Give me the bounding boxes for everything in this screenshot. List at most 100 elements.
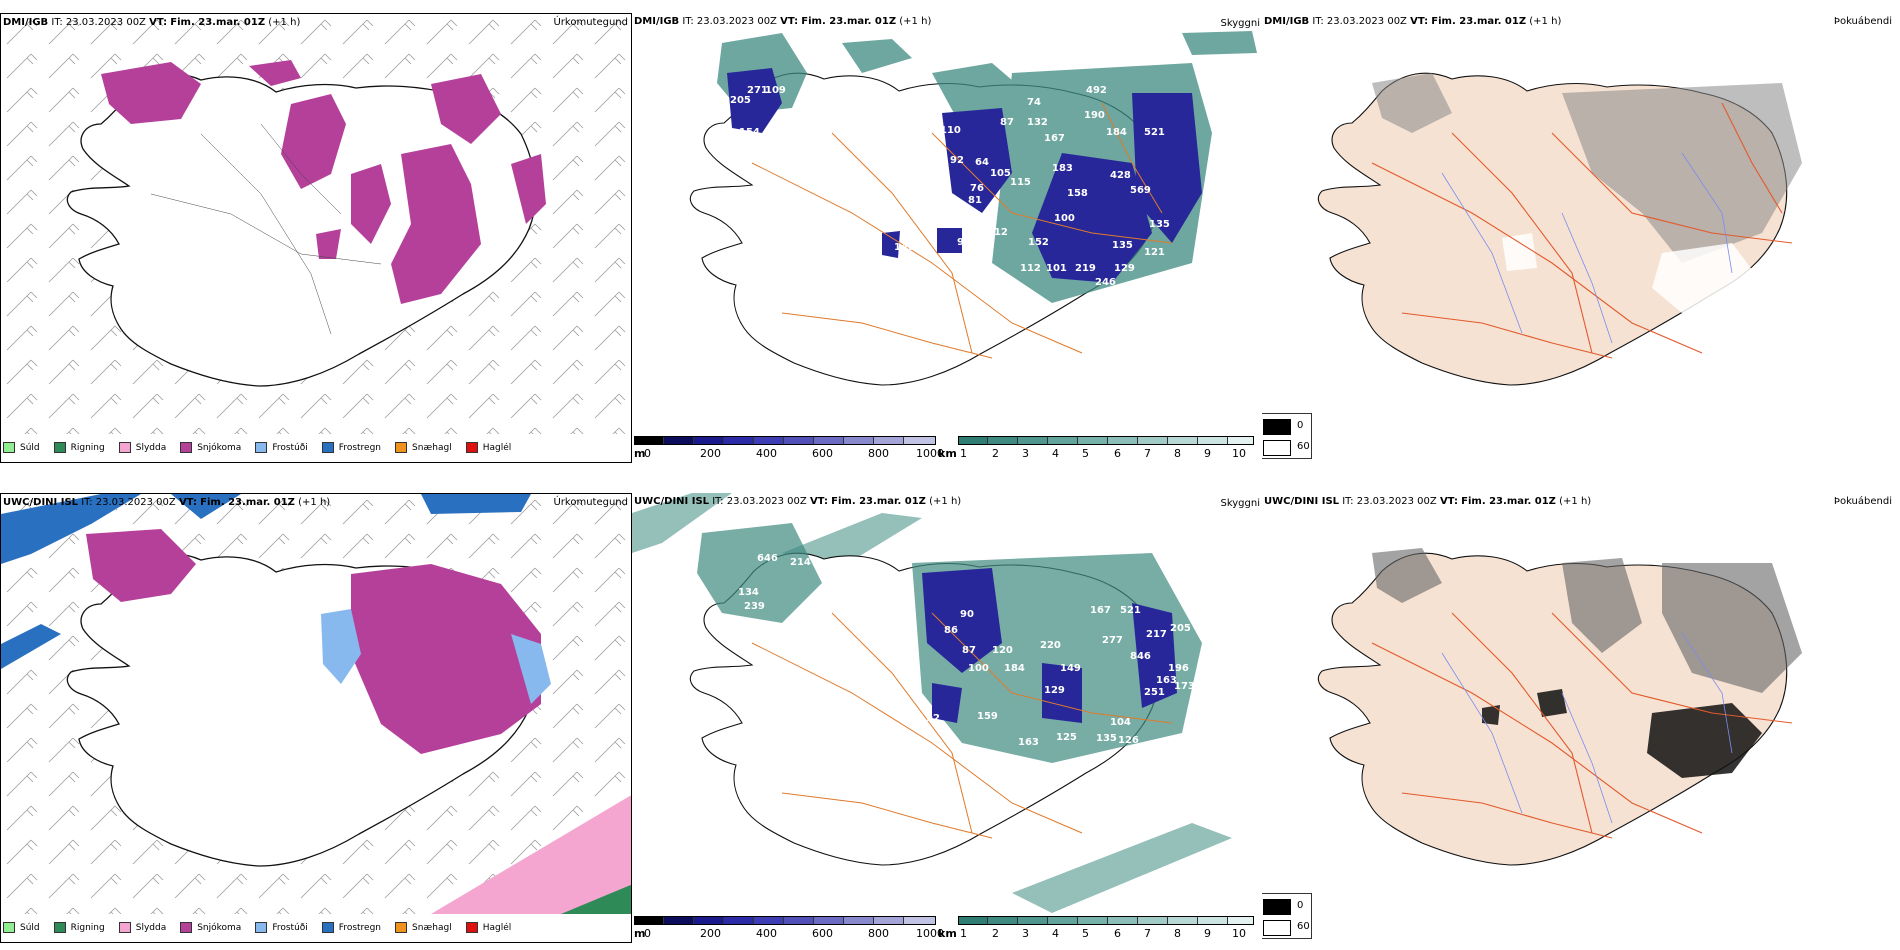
legend-swatch <box>3 922 15 933</box>
cloud-label: 846 <box>1130 651 1151 662</box>
cloud-label: 646 <box>757 553 778 564</box>
tick: 2 <box>992 927 999 940</box>
fog-legend-top: 0 60 <box>1262 413 1312 459</box>
legend-swatch <box>118 442 131 453</box>
legend-item: Snjókoma <box>180 442 241 453</box>
colorbar-seg <box>1108 916 1138 924</box>
tick: 1000 <box>916 927 944 940</box>
legend-swatch <box>1263 920 1291 936</box>
colorbar-seg <box>1138 916 1168 924</box>
cloud-label: 167 <box>1090 605 1111 616</box>
legend-swatch <box>180 442 193 453</box>
legend-item: Súld <box>3 922 40 933</box>
visibility-colorbar-bottom <box>958 916 1254 924</box>
legend-swatch <box>395 922 408 933</box>
cloud-label: 125 <box>1056 732 1077 743</box>
legend-item: Frostúði <box>255 442 308 453</box>
tick: 600 <box>812 927 833 940</box>
precip-panel-top: DMI/IGB IT: 23.03.2023 00Z VT: Fim. 23.m… <box>0 13 632 463</box>
cloud-label: 120 <box>992 645 1013 656</box>
cloud-label: 87 <box>962 645 976 656</box>
cloud-label: 183 <box>1052 163 1073 174</box>
cloud-label: 115 <box>1010 177 1031 188</box>
visibility-colorbar-top <box>958 436 1254 444</box>
cloud-label: 167 <box>1044 133 1065 144</box>
tick: 1000 <box>916 447 944 460</box>
legend-swatch <box>1263 899 1291 915</box>
legend-swatch <box>53 442 66 453</box>
colorbar-seg <box>1048 916 1078 924</box>
colorbar-seg <box>634 436 664 444</box>
colorbar-seg <box>754 916 784 924</box>
cloud-label: 159 <box>977 711 998 722</box>
colorbar-seg <box>874 916 904 924</box>
cloud-label: 110 <box>940 125 961 136</box>
fog-tag-top: Þokuábendi <box>1833 16 1892 27</box>
legend-item: Haglél <box>465 922 511 933</box>
precip-tag-bottom: Úrkomutegund <box>553 497 628 508</box>
sea-visibility-areas <box>632 493 1232 913</box>
tick: 1 <box>960 447 967 460</box>
tick: 1 <box>960 927 967 940</box>
tick: 7 <box>1144 447 1151 460</box>
vis-unit: km <box>938 447 957 460</box>
cloud-label: 173 <box>1174 681 1195 692</box>
cloud-map-bottom: 646 214 134 239 86 90 87 100 120 184 220… <box>632 493 1232 913</box>
snow-areas <box>101 60 546 304</box>
terrain-lines <box>150 123 382 335</box>
colorbar-seg <box>754 436 784 444</box>
colorbar-seg <box>634 916 664 924</box>
tick: 4 <box>1052 927 1059 940</box>
tick: 5 <box>1082 927 1089 940</box>
fog-panel-bottom: UWC/DINI ISL IT: 23.03.2023 00Z VT: Fim.… <box>1262 493 1900 943</box>
colorbar-seg <box>694 436 724 444</box>
precip-legend-top: Súld Rigning Slydda Snjókoma Frostúði Fr… <box>3 442 511 453</box>
legend-swatch <box>321 442 334 453</box>
legend-swatch <box>1263 440 1291 456</box>
cloud-label: 101 <box>1046 263 1067 274</box>
cloud-label: 132 <box>1027 117 1048 128</box>
cloud-label: 135 <box>1112 240 1133 251</box>
road-lines <box>751 102 1173 359</box>
cloud-panel-bottom: 646 214 134 239 86 90 87 100 120 184 220… <box>632 493 1262 943</box>
fog-legend-bottom: 0 60 <box>1262 893 1312 939</box>
snow-areas <box>86 529 541 754</box>
cloud-labels: 988 109 271 205 154 363 180 110 92 64 76… <box>730 57 1170 288</box>
legend-label: 60 <box>1297 441 1310 452</box>
tick: 800 <box>868 927 889 940</box>
cloud-label: 152 <box>1028 237 1049 248</box>
tick: 8 <box>1174 927 1181 940</box>
vis-unit: km <box>938 927 957 940</box>
colorbar-seg <box>874 436 904 444</box>
fog-areas <box>1372 548 1802 693</box>
cloud-label: 569 <box>1130 185 1151 196</box>
legend-swatch <box>255 442 268 453</box>
colorbar-seg <box>1018 436 1048 444</box>
colorbar-seg <box>1078 436 1108 444</box>
tick: 3 <box>1022 447 1029 460</box>
colorbar-seg <box>784 916 814 924</box>
legend-swatch <box>395 442 408 453</box>
colorbar-seg <box>1198 916 1228 924</box>
colorbar-seg <box>958 916 988 924</box>
legend-item: Rigning <box>53 442 105 453</box>
tick: 9 <box>1204 927 1211 940</box>
cloud-label: 988 <box>934 57 955 68</box>
cloud-label: 190 <box>1084 110 1105 121</box>
legend-item: Frostúði <box>255 922 308 933</box>
precip-map-top <box>1 14 631 434</box>
cloud-label: 135 <box>1149 219 1170 230</box>
precip-title-top: DMI/IGB IT: 23.03.2023 00Z VT: Fim. 23.m… <box>3 17 301 28</box>
colorbar-seg <box>1108 436 1138 444</box>
legend-item: Snæhagl <box>395 442 452 453</box>
tick: 5 <box>1082 447 1089 460</box>
height-unit: m <box>634 447 646 460</box>
cloud-label: 81 <box>968 195 982 206</box>
cloud-labels: 646 214 134 239 86 90 87 100 120 184 220… <box>738 553 1195 748</box>
tick: 0 <box>644 927 651 940</box>
legend-swatch <box>465 922 478 933</box>
colorbar-seg <box>988 436 1018 444</box>
cloud-label: 104 <box>1110 717 1131 728</box>
colorbar-seg <box>958 436 988 444</box>
legend-item: Frostregn <box>321 922 381 933</box>
